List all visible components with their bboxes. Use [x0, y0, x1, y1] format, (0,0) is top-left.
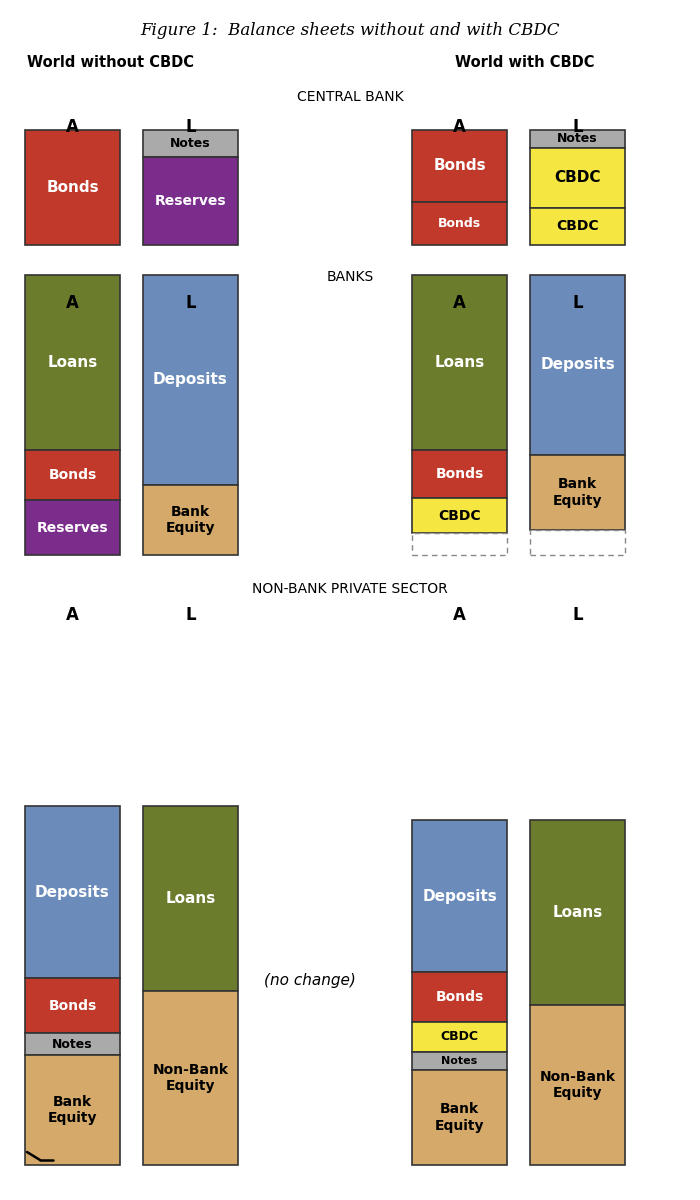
Bar: [25, 450, 120, 500]
Bar: [25, 1033, 120, 1055]
Text: Non-Bank
Equity: Non-Bank Equity: [540, 1070, 615, 1100]
Text: A: A: [453, 606, 466, 624]
Text: NON-BANK PRIVATE SECTOR: NON-BANK PRIVATE SECTOR: [252, 582, 448, 596]
Bar: [25, 130, 120, 245]
Bar: [530, 455, 625, 530]
Text: Bonds: Bonds: [438, 217, 481, 230]
Text: A: A: [66, 294, 79, 312]
Text: Loans: Loans: [435, 355, 484, 370]
Bar: [412, 202, 507, 245]
Text: Bank
Equity: Bank Equity: [435, 1103, 484, 1133]
Bar: [530, 208, 625, 245]
Bar: [25, 275, 120, 450]
Bar: [530, 820, 625, 1004]
Text: A: A: [453, 118, 466, 136]
Text: Figure 1:  Balance sheets without and with CBDC: Figure 1: Balance sheets without and wit…: [140, 22, 560, 38]
Text: Bank
Equity: Bank Equity: [166, 505, 215, 535]
Bar: [25, 806, 120, 978]
Text: CBDC: CBDC: [554, 170, 601, 186]
Text: Bonds: Bonds: [435, 467, 484, 481]
Text: World with CBDC: World with CBDC: [455, 55, 595, 70]
Text: Bonds: Bonds: [433, 158, 486, 174]
Text: Bonds: Bonds: [46, 180, 99, 194]
Text: A: A: [66, 606, 79, 624]
Text: Deposits: Deposits: [422, 888, 497, 904]
Bar: [143, 485, 238, 554]
Text: Loans: Loans: [552, 905, 603, 920]
Text: L: L: [572, 118, 583, 136]
Bar: [412, 1052, 507, 1070]
Text: CBDC: CBDC: [556, 220, 598, 234]
Text: Deposits: Deposits: [540, 358, 615, 372]
Bar: [530, 275, 625, 455]
Text: CENTRAL BANK: CENTRAL BANK: [297, 90, 403, 104]
Bar: [143, 806, 238, 991]
Bar: [530, 148, 625, 208]
Text: Notes: Notes: [170, 137, 211, 150]
Bar: [412, 275, 507, 450]
Text: CBDC: CBDC: [438, 509, 481, 522]
Bar: [412, 1070, 507, 1165]
Text: Bonds: Bonds: [435, 990, 484, 1004]
Text: World without CBDC: World without CBDC: [27, 55, 193, 70]
Text: L: L: [572, 294, 583, 312]
Bar: [530, 1006, 625, 1165]
Bar: [412, 130, 507, 202]
Text: Bank
Equity: Bank Equity: [553, 478, 602, 508]
Bar: [530, 530, 625, 554]
Bar: [412, 820, 507, 972]
Bar: [143, 130, 238, 157]
Text: A: A: [453, 294, 466, 312]
Bar: [143, 157, 238, 245]
Text: CBDC: CBDC: [440, 1031, 479, 1044]
Bar: [143, 275, 238, 485]
Text: Loans: Loans: [165, 890, 216, 906]
Bar: [412, 972, 507, 1022]
Bar: [412, 450, 507, 498]
Text: Reserves: Reserves: [36, 521, 108, 534]
Bar: [25, 978, 120, 1033]
Text: L: L: [186, 118, 196, 136]
Text: L: L: [572, 606, 583, 624]
Text: Bonds: Bonds: [48, 468, 97, 482]
Bar: [412, 498, 507, 533]
Text: Bank
Equity: Bank Equity: [48, 1094, 97, 1126]
Text: Notes: Notes: [442, 1056, 477, 1066]
Text: BANKS: BANKS: [326, 270, 374, 284]
Text: Reserves: Reserves: [155, 194, 226, 208]
Text: Non-Bank
Equity: Non-Bank Equity: [153, 1063, 228, 1093]
Bar: [25, 1055, 120, 1165]
Text: (no change): (no change): [264, 972, 356, 988]
Text: Deposits: Deposits: [35, 884, 110, 900]
Text: Notes: Notes: [52, 1038, 93, 1050]
Text: L: L: [186, 606, 196, 624]
Bar: [143, 991, 238, 1165]
Bar: [412, 533, 507, 554]
Bar: [25, 500, 120, 554]
Bar: [412, 1022, 507, 1052]
Text: Loans: Loans: [48, 355, 97, 370]
Text: Bonds: Bonds: [48, 998, 97, 1013]
Text: L: L: [186, 294, 196, 312]
Text: A: A: [66, 118, 79, 136]
Bar: [530, 130, 625, 148]
Text: Deposits: Deposits: [153, 372, 228, 388]
Text: Notes: Notes: [557, 132, 598, 145]
